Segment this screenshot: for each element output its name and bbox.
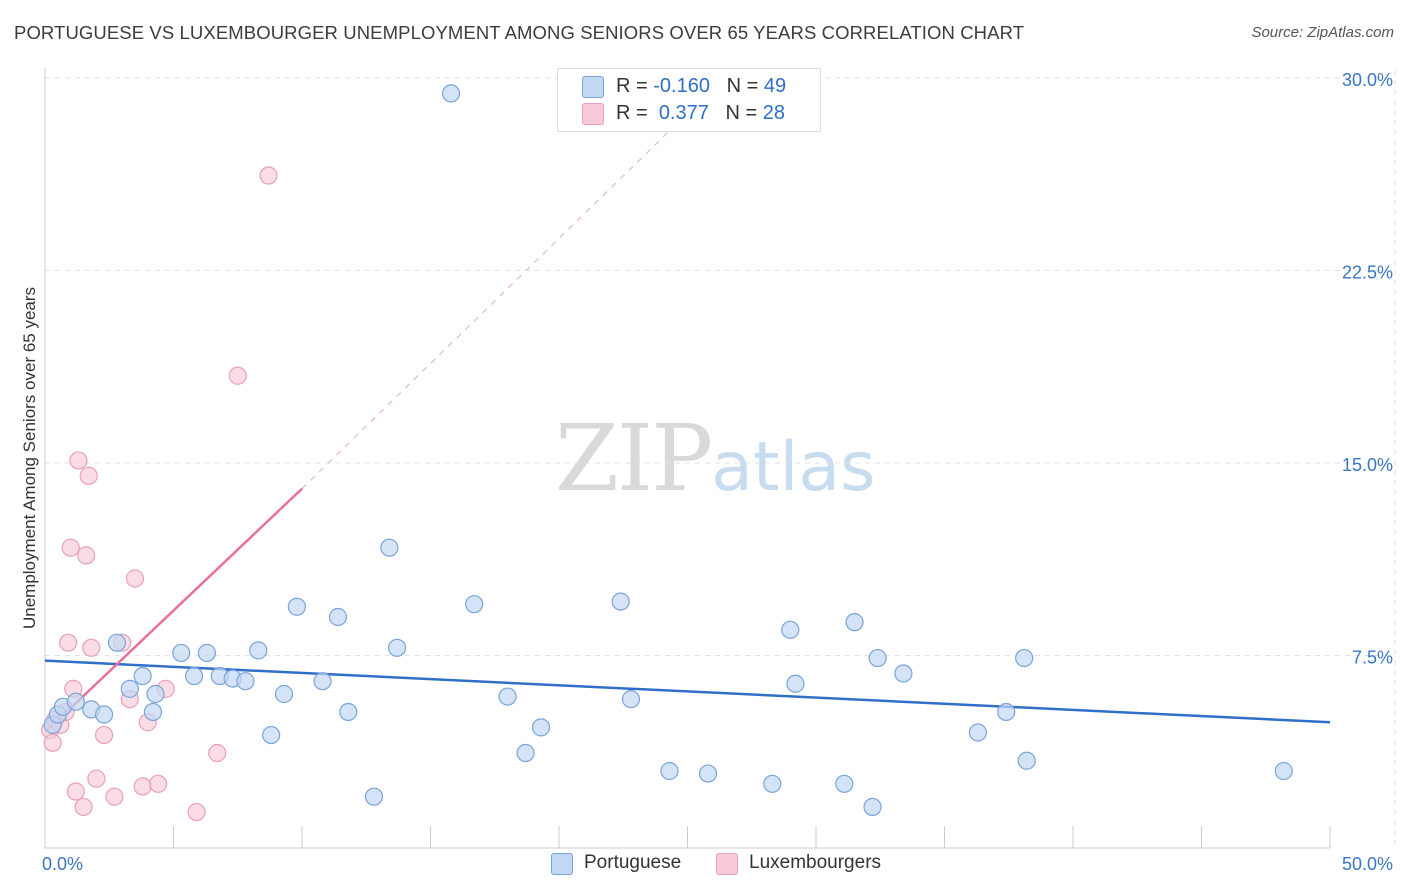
- portuguese-point: [465, 595, 484, 614]
- portuguese-point: [698, 764, 718, 783]
- portuguese-point: [172, 643, 191, 663]
- legend-swatch-blue: [582, 76, 604, 98]
- portuguese-point: [845, 613, 864, 632]
- portuguese-point: [262, 725, 281, 745]
- portuguese-point: [143, 702, 163, 722]
- y-tick-label: 30.0%: [1342, 70, 1393, 90]
- y-axis-label: Unemployment Among Seniors over 65 years: [20, 286, 39, 630]
- portuguese-point: [364, 787, 384, 806]
- luxembourgers-point: [66, 782, 85, 801]
- legend-r-value: 0.377: [658, 102, 709, 124]
- portuguese-point: [236, 672, 255, 691]
- tick-label-layer: 7.5% 15.0% 22.5% 30.0% 0.0% 50.0%: [42, 70, 1393, 874]
- legend-n-value: 49: [763, 75, 787, 97]
- portuguese-point: [313, 672, 332, 691]
- portuguese-point: [863, 797, 882, 817]
- legend-swatch-pink: [582, 103, 604, 125]
- portuguese-point: [1274, 761, 1293, 781]
- watermark-atlas: atlas: [711, 428, 876, 507]
- legend-n-label: N =: [726, 75, 759, 97]
- legend-swatch-pink: [716, 853, 738, 875]
- point-layer: [41, 84, 1293, 822]
- legend-r-label: R =: [616, 75, 648, 97]
- portuguese-point: [274, 684, 294, 704]
- legend-r-label: R =: [616, 102, 648, 124]
- portuguese-point: [516, 743, 535, 763]
- x-tick-label: 0.0%: [42, 854, 83, 874]
- y-tick-label: 7.5%: [1352, 648, 1393, 668]
- y-tick-label: 15.0%: [1342, 455, 1393, 475]
- portuguese-point: [120, 679, 139, 698]
- portuguese-point: [66, 692, 85, 711]
- axis-layer: [44, 68, 1331, 849]
- correlation-legend: R = -0.160 N = 49 R = 0.377 N = 28: [557, 68, 821, 132]
- portuguese-point: [835, 774, 854, 793]
- watermark-zip: ZIP: [555, 405, 713, 512]
- luxembourgers-point: [79, 466, 98, 485]
- portuguese-point: [1015, 648, 1034, 668]
- luxembourgers-trend-extension: [301, 87, 714, 490]
- portuguese-point: [441, 84, 461, 103]
- luxembourgers-point: [228, 366, 247, 385]
- luxembourgers-point: [61, 538, 80, 557]
- portuguese-point: [894, 664, 913, 683]
- luxembourgers-point: [69, 451, 88, 470]
- legend-swatch-blue: [551, 853, 573, 875]
- luxembourgers-point: [187, 802, 206, 822]
- luxembourgers-point: [74, 797, 93, 817]
- portuguese-point: [95, 705, 114, 724]
- chart-title: PORTUGUESE VS LUXEMBOURGER UNEMPLOYMENT …: [14, 22, 1025, 43]
- luxembourgers-point: [105, 787, 124, 806]
- portuguese-point: [387, 638, 407, 657]
- portuguese-trend-line: [44, 659, 1331, 724]
- x-tick-label: 50.0%: [1342, 854, 1393, 874]
- legend-n-label: N =: [725, 102, 758, 124]
- luxembourgers-trend-line: [46, 487, 303, 731]
- luxembourgers-point: [43, 733, 62, 752]
- portuguese-point: [287, 597, 306, 616]
- portuguese-point: [621, 690, 641, 709]
- portuguese-point: [786, 674, 805, 693]
- legend-r-value: -0.160: [653, 75, 710, 97]
- portuguese-point: [997, 702, 1016, 722]
- luxembourgers-point: [95, 725, 114, 745]
- trend-layer: [44, 87, 1331, 731]
- portuguese-point: [1017, 751, 1036, 770]
- portuguese-point: [611, 592, 630, 611]
- luxembourgers-point: [59, 633, 78, 652]
- luxembourgers-point: [82, 638, 101, 657]
- watermark: ZIPatlas: [555, 405, 876, 512]
- portuguese-point: [339, 702, 358, 722]
- luxembourgers-point: [148, 774, 168, 793]
- luxembourgers-point: [125, 569, 145, 588]
- source-label: Source: ZipAtlas.com: [1251, 24, 1394, 41]
- portuguese-point: [660, 761, 679, 781]
- grid-layer: [45, 70, 1396, 848]
- portuguese-point: [184, 666, 204, 686]
- bottom-legend-label: Luxembourgers: [749, 852, 882, 873]
- luxembourgers-point: [259, 166, 278, 185]
- portuguese-point: [531, 718, 551, 737]
- portuguese-point: [249, 641, 268, 660]
- portuguese-point: [498, 687, 517, 706]
- portuguese-point: [133, 666, 152, 686]
- bottom-legend-label: Portuguese: [584, 852, 682, 873]
- portuguese-point: [868, 648, 887, 668]
- portuguese-point: [380, 538, 399, 557]
- y-tick-label: 22.5%: [1342, 263, 1393, 283]
- portuguese-point: [107, 633, 127, 652]
- luxembourgers-point: [87, 769, 106, 788]
- legend-n-value: 28: [762, 102, 786, 124]
- portuguese-point: [763, 774, 782, 793]
- luxembourgers-point: [77, 546, 96, 565]
- portuguese-point: [328, 607, 348, 627]
- portuguese-point: [197, 643, 217, 663]
- luxembourgers-point: [208, 743, 227, 763]
- luxembourgers-point: [133, 777, 152, 796]
- portuguese-point: [781, 620, 800, 639]
- portuguese-point: [146, 684, 165, 704]
- portuguese-point: [968, 723, 988, 742]
